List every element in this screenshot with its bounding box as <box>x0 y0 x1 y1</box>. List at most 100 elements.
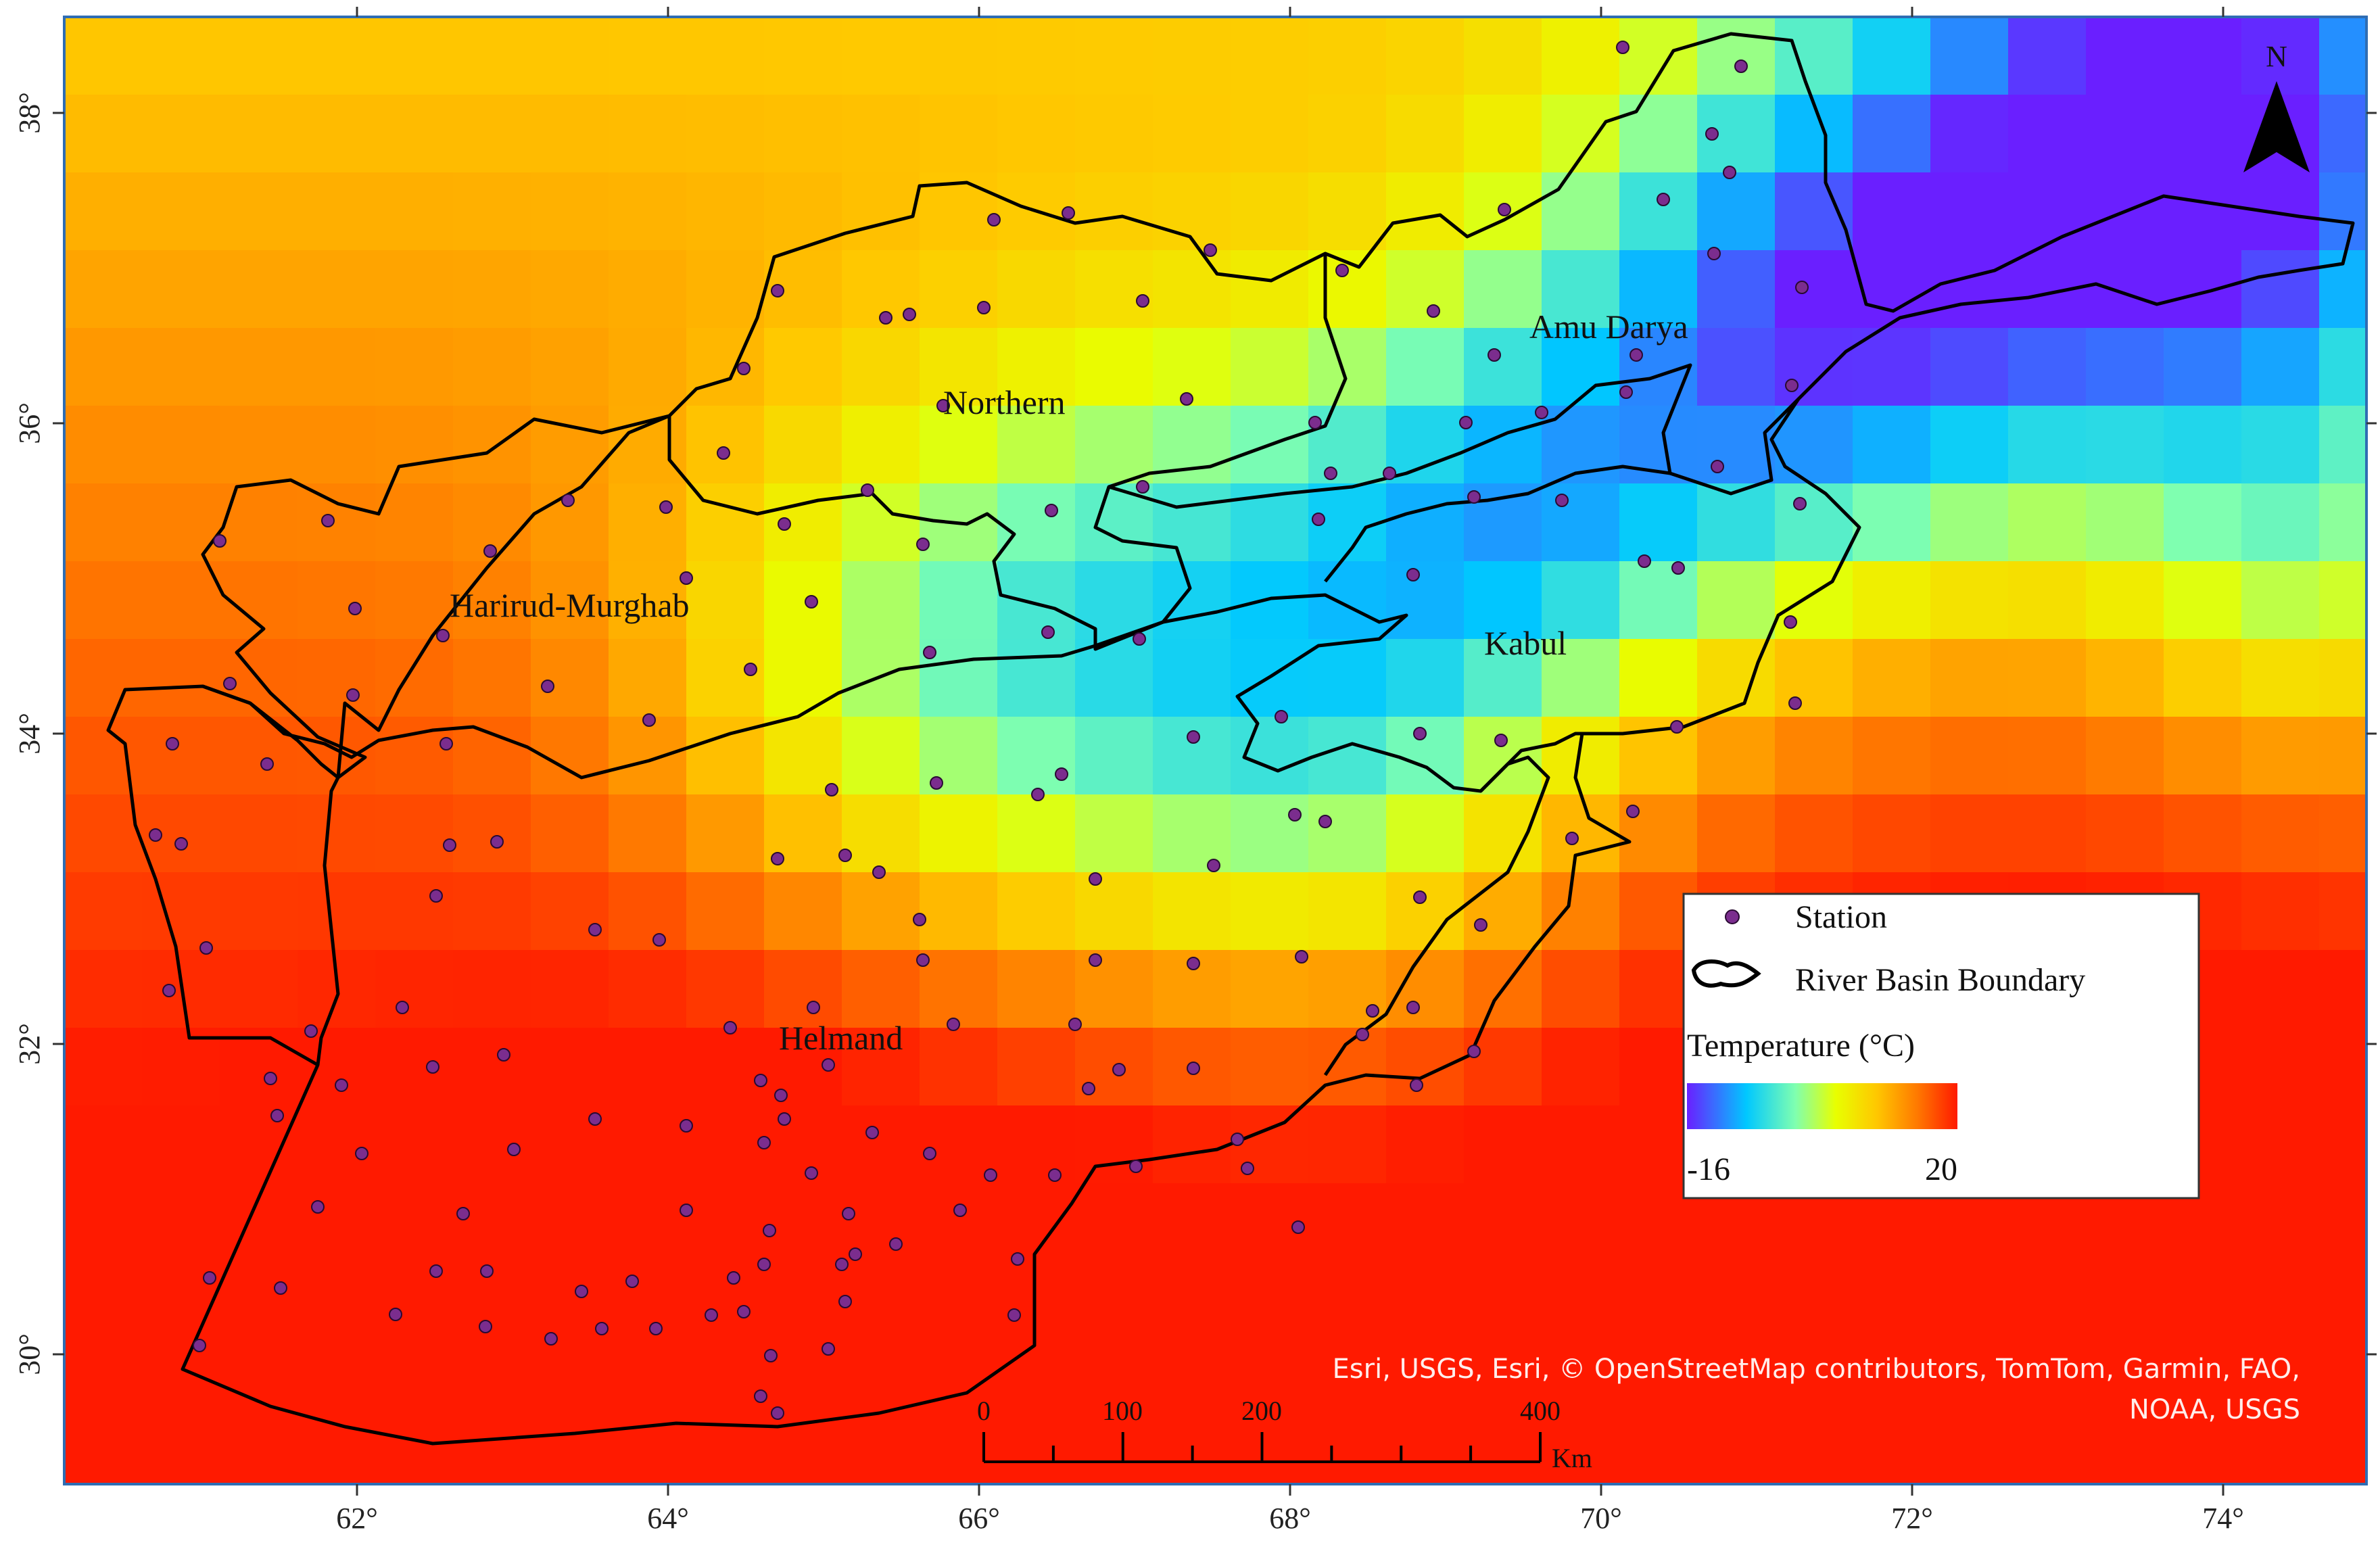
station-marker[interactable] <box>805 1166 818 1180</box>
station-marker[interactable] <box>903 308 916 321</box>
station-marker[interactable] <box>1011 1252 1024 1266</box>
station-marker[interactable] <box>162 984 176 997</box>
station-marker[interactable] <box>737 1305 751 1318</box>
station-marker[interactable] <box>1488 348 1501 362</box>
station-marker[interactable] <box>436 629 450 642</box>
station-marker[interactable] <box>1474 918 1488 932</box>
station-marker[interactable] <box>1291 1220 1305 1234</box>
station-marker[interactable] <box>805 595 818 609</box>
station-marker[interactable] <box>1089 872 1102 886</box>
station-marker[interactable] <box>1136 294 1149 308</box>
station-marker[interactable] <box>355 1147 368 1160</box>
station-marker[interactable] <box>497 1048 510 1062</box>
north-arrow[interactable]: N <box>2243 40 2310 172</box>
station-marker[interactable] <box>916 953 930 967</box>
station-marker[interactable] <box>763 1224 776 1237</box>
station-marker[interactable] <box>842 1207 855 1220</box>
station-marker[interactable] <box>652 933 666 947</box>
station-marker[interactable] <box>479 1320 492 1333</box>
station-marker[interactable] <box>1187 957 1200 970</box>
station-marker[interactable] <box>1670 720 1684 734</box>
station-marker[interactable] <box>1187 1062 1200 1075</box>
station-marker[interactable] <box>771 852 784 865</box>
station-marker[interactable] <box>879 311 892 325</box>
station-marker[interactable] <box>260 757 274 771</box>
station-marker[interactable] <box>977 301 991 314</box>
station-marker[interactable] <box>1356 1028 1369 1041</box>
station-marker[interactable] <box>1045 504 1058 517</box>
station-marker[interactable] <box>1711 460 1724 473</box>
station-marker[interactable] <box>649 1322 663 1335</box>
station-marker[interactable] <box>1410 1078 1423 1092</box>
station-marker[interactable] <box>1785 379 1799 392</box>
station-marker[interactable] <box>1788 696 1802 710</box>
station-marker[interactable] <box>1288 808 1302 822</box>
station-marker[interactable] <box>490 835 504 849</box>
station-marker[interactable] <box>480 1264 494 1278</box>
station-marker[interactable] <box>1308 416 1322 429</box>
station-marker[interactable] <box>625 1275 639 1288</box>
station-marker[interactable] <box>1089 953 1102 967</box>
station-marker[interactable] <box>264 1072 277 1085</box>
station-marker[interactable] <box>778 517 791 531</box>
station-marker[interactable] <box>1129 1160 1143 1173</box>
station-marker[interactable] <box>1705 127 1719 141</box>
station-marker[interactable] <box>1324 467 1337 480</box>
station-marker[interactable] <box>1494 734 1508 747</box>
station-marker[interactable] <box>705 1308 718 1322</box>
station-marker[interactable] <box>825 783 838 796</box>
station-marker[interactable] <box>166 737 179 751</box>
station-marker[interactable] <box>1467 1045 1481 1058</box>
station-marker[interactable] <box>429 1264 443 1278</box>
station-marker[interactable] <box>213 534 227 548</box>
station-marker[interactable] <box>717 446 730 460</box>
station-marker[interactable] <box>889 1237 903 1251</box>
station-marker[interactable] <box>1312 513 1325 526</box>
station-marker[interactable] <box>1406 568 1420 581</box>
station-marker[interactable] <box>1707 247 1721 260</box>
station-marker[interactable] <box>865 1126 879 1139</box>
station-marker[interactable] <box>1187 730 1200 744</box>
station-marker[interactable] <box>1565 832 1579 845</box>
station-marker[interactable] <box>838 1295 852 1308</box>
station-marker[interactable] <box>193 1339 206 1352</box>
station-marker[interactable] <box>561 494 575 507</box>
station-marker[interactable] <box>274 1281 287 1295</box>
station-marker[interactable] <box>807 1001 820 1014</box>
station-marker[interactable] <box>1133 632 1146 646</box>
station-marker[interactable] <box>1335 264 1349 277</box>
station-marker[interactable] <box>1734 60 1748 73</box>
station-marker[interactable] <box>849 1247 862 1261</box>
station-marker[interactable] <box>1055 767 1068 781</box>
station-marker[interactable] <box>754 1074 767 1087</box>
station-marker[interactable] <box>1366 1004 1379 1018</box>
station-marker[interactable] <box>838 849 852 862</box>
station-marker[interactable] <box>1555 494 1569 507</box>
station-marker[interactable] <box>1007 1308 1021 1322</box>
station-marker[interactable] <box>771 1406 784 1420</box>
station-marker[interactable] <box>575 1285 588 1298</box>
station-marker[interactable] <box>913 913 926 926</box>
station-marker[interactable] <box>1467 490 1481 504</box>
station-marker[interactable] <box>544 1332 558 1346</box>
station-marker[interactable] <box>311 1200 325 1214</box>
station-marker[interactable] <box>588 1112 602 1126</box>
station-marker[interactable] <box>483 544 497 558</box>
station-marker[interactable] <box>507 1143 521 1156</box>
station-marker[interactable] <box>396 1001 409 1014</box>
station-marker[interactable] <box>304 1024 318 1038</box>
station-marker[interactable] <box>588 923 602 936</box>
station-marker[interactable] <box>1413 727 1427 740</box>
station-marker[interactable] <box>642 713 656 727</box>
station-marker[interactable] <box>1318 815 1332 828</box>
station-marker[interactable] <box>822 1342 835 1356</box>
station-marker[interactable] <box>930 776 943 790</box>
station-marker[interactable] <box>1041 625 1055 639</box>
station-marker[interactable] <box>757 1258 771 1271</box>
station-marker[interactable] <box>1629 348 1643 362</box>
station-marker[interactable] <box>321 514 335 527</box>
station-marker[interactable] <box>1204 243 1217 257</box>
station-marker[interactable] <box>1459 416 1473 429</box>
station-marker[interactable] <box>1082 1082 1095 1095</box>
station-marker[interactable] <box>456 1207 470 1220</box>
